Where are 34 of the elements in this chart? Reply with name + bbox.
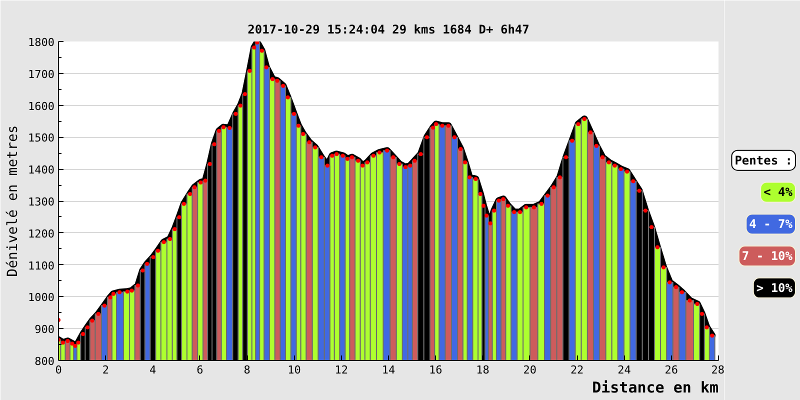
x-tick-label: 24 bbox=[618, 364, 632, 376]
x-tick-label: 12 bbox=[334, 364, 348, 376]
text: > 10% bbox=[756, 280, 794, 295]
chart-title: 2017-10-29 15:24:04 29 kms 1684 D+ 6h47 bbox=[248, 22, 530, 36]
legend-title: Pentes : bbox=[734, 153, 792, 168]
x-tick-label: 22 bbox=[570, 364, 584, 376]
x-tick-label: 6 bbox=[196, 364, 204, 376]
y-tick-label: 1600 bbox=[28, 100, 55, 113]
x-tick-label: 8 bbox=[244, 364, 250, 376]
y-tick-label: 1800 bbox=[28, 36, 55, 49]
text: < 4% bbox=[764, 185, 794, 200]
x-tick-label: 14 bbox=[382, 364, 396, 376]
x-tick-label: 16 bbox=[429, 364, 442, 376]
y-tick-label: 1400 bbox=[28, 164, 55, 177]
y-tick-label: 1700 bbox=[28, 68, 55, 81]
y-tick-label: 800 bbox=[34, 355, 55, 368]
x-tick-label: 0 bbox=[55, 364, 62, 376]
text: 7 - 10% bbox=[742, 249, 794, 264]
y-tick-label: 1200 bbox=[28, 227, 55, 240]
y-axis-title: Dénivelé en metres bbox=[5, 125, 22, 277]
x-tick-label: 26 bbox=[664, 364, 678, 376]
y-tick-label: 900 bbox=[34, 323, 55, 336]
x-tick-label: 2 bbox=[102, 364, 109, 376]
y-tick-label: 1500 bbox=[28, 132, 55, 145]
x-tick-label: 28 bbox=[711, 364, 725, 376]
text: 4 - 7% bbox=[749, 217, 794, 232]
y-tick-label: 1100 bbox=[28, 259, 55, 272]
x-tick-label: 20 bbox=[523, 364, 537, 376]
x-tick-label: 10 bbox=[288, 364, 301, 376]
x-tick-label: 4 bbox=[149, 364, 156, 376]
x-tick-label: 18 bbox=[476, 364, 490, 376]
x-axis-title: Distance en km bbox=[592, 378, 719, 396]
y-tick-label: 1000 bbox=[28, 291, 55, 304]
y-tick-label: 1300 bbox=[28, 196, 55, 208]
